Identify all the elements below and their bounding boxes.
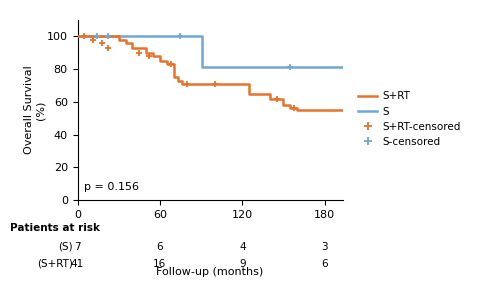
Text: p = 0.156: p = 0.156 [84, 182, 140, 192]
Text: Patients at risk: Patients at risk [10, 223, 100, 233]
Text: Follow-up (months): Follow-up (months) [156, 267, 264, 277]
Y-axis label: Overall Survival
(%): Overall Survival (%) [24, 66, 46, 154]
Text: (S+RT): (S+RT) [36, 259, 72, 269]
Text: (S): (S) [58, 242, 72, 252]
Text: 41: 41 [71, 259, 84, 269]
Text: 9: 9 [239, 259, 246, 269]
Text: 6: 6 [156, 242, 163, 252]
Legend: S+RT, S, S+RT-censored, S-censored: S+RT, S, S+RT-censored, S-censored [358, 91, 460, 147]
Text: 3: 3 [322, 242, 328, 252]
Text: 4: 4 [239, 242, 246, 252]
Text: 6: 6 [322, 259, 328, 269]
Text: 7: 7 [74, 242, 81, 252]
Text: 16: 16 [154, 259, 166, 269]
